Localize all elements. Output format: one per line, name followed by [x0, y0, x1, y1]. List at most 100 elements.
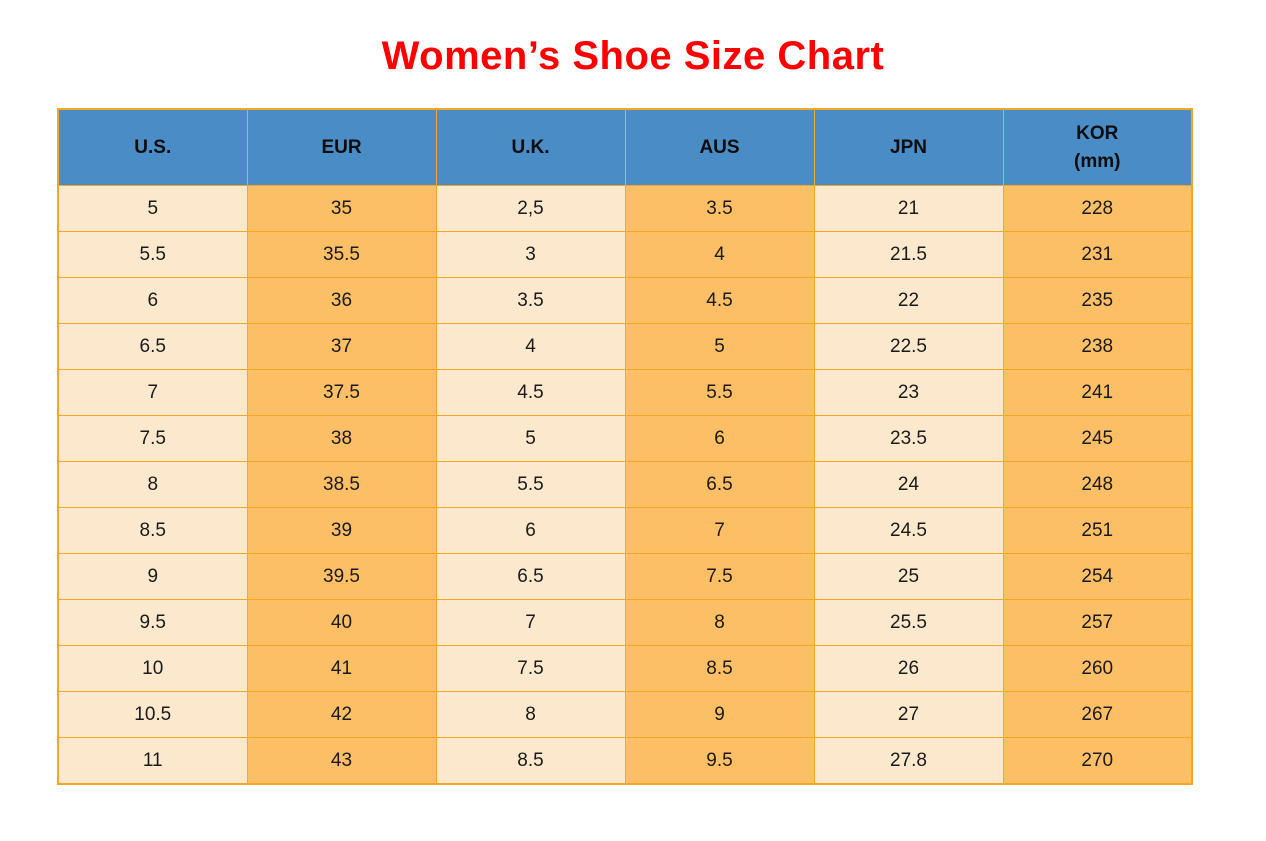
table-cell: 24.5	[813, 507, 1004, 554]
table-cell: 9	[57, 553, 248, 600]
header-cell: JPN	[813, 108, 1004, 186]
table-cell: 40	[246, 599, 437, 646]
table-cell: 270	[1002, 737, 1193, 785]
table-cell: 4.5	[435, 369, 626, 416]
header-cell: U.S.	[57, 108, 248, 186]
table-cell: 39	[246, 507, 437, 554]
table-cell: 38	[246, 415, 437, 462]
table-cell: 27.8	[813, 737, 1004, 785]
table-body: 5 35 2,5 3.5 21 228 5.5 35.5 3 4 21.5 231 6 36 3.5 4.5 2…	[57, 185, 1193, 785]
table-cell: 22.5	[813, 323, 1004, 370]
header-row: U.S. EUR U.K. AUS JPN KOR (mm)	[57, 108, 1193, 186]
table-cell: 27	[813, 691, 1004, 738]
table-cell: 24	[813, 461, 1004, 508]
table-cell: 4	[624, 231, 815, 278]
table-cell: 6.5	[57, 323, 248, 370]
table-cell: 7	[57, 369, 248, 416]
table-cell: 238	[1002, 323, 1193, 370]
table-cell: 10.5	[57, 691, 248, 738]
size-chart-table: U.S. EUR U.K. AUS JPN KOR (mm) 5 35 2,5 3.5 21 228…	[57, 108, 1193, 785]
table-cell: 37	[246, 323, 437, 370]
table-row: 8 38.5 5.5 6.5 24 248	[57, 461, 1193, 508]
table-cell: 241	[1002, 369, 1193, 416]
table-cell: 7.5	[435, 645, 626, 692]
table-cell: 10	[57, 645, 248, 692]
table-cell: 231	[1002, 231, 1193, 278]
table-cell: 23	[813, 369, 1004, 416]
table-cell: 3.5	[435, 277, 626, 324]
table-cell: 4.5	[624, 277, 815, 324]
table-cell: 7	[624, 507, 815, 554]
table-cell: 251	[1002, 507, 1193, 554]
table-cell: 21	[813, 185, 1004, 232]
table-row: 7 37.5 4.5 5.5 23 241	[57, 369, 1193, 416]
table-cell: 8.5	[57, 507, 248, 554]
header-cell: EUR	[246, 108, 437, 186]
table-cell: 254	[1002, 553, 1193, 600]
table-row: 5.5 35.5 3 4 21.5 231	[57, 231, 1193, 278]
table-cell: 245	[1002, 415, 1193, 462]
table-cell: 5.5	[57, 231, 248, 278]
table-cell: 260	[1002, 645, 1193, 692]
table-row: 10 41 7.5 8.5 26 260	[57, 645, 1193, 692]
header-cell: KOR (mm)	[1002, 108, 1193, 186]
table-cell: 38.5	[246, 461, 437, 508]
table-cell: 25	[813, 553, 1004, 600]
table-row: 7.5 38 5 6 23.5 245	[57, 415, 1193, 462]
table-cell: 6	[624, 415, 815, 462]
table-cell: 8	[57, 461, 248, 508]
table-cell: 6	[57, 277, 248, 324]
table-cell: 25.5	[813, 599, 1004, 646]
table-row: 5 35 2,5 3.5 21 228	[57, 185, 1193, 232]
table-row: 10.5 42 8 9 27 267	[57, 691, 1193, 738]
table-cell: 37.5	[246, 369, 437, 416]
table-cell: 36	[246, 277, 437, 324]
table-cell: 7.5	[57, 415, 248, 462]
table-cell: 228	[1002, 185, 1193, 232]
header-cell: U.K.	[435, 108, 626, 186]
table-row: 9 39.5 6.5 7.5 25 254	[57, 553, 1193, 600]
table-cell: 267	[1002, 691, 1193, 738]
table-cell: 8.5	[624, 645, 815, 692]
table-cell: 7.5	[624, 553, 815, 600]
table-cell: 6.5	[624, 461, 815, 508]
table-cell: 3	[435, 231, 626, 278]
table-cell: 6.5	[435, 553, 626, 600]
table-cell: 9.5	[624, 737, 815, 785]
table-cell: 3.5	[624, 185, 815, 232]
table-cell: 11	[57, 737, 248, 785]
table-row: 11 43 8.5 9.5 27.8 270	[57, 737, 1193, 785]
table-cell: 248	[1002, 461, 1193, 508]
table-cell: 5	[57, 185, 248, 232]
table-cell: 7	[435, 599, 626, 646]
table-cell: 22	[813, 277, 1004, 324]
page-title: Women’s Shoe Size Chart	[381, 34, 885, 78]
table-cell: 9	[624, 691, 815, 738]
table-cell: 21.5	[813, 231, 1004, 278]
table-cell: 5.5	[624, 369, 815, 416]
table-cell: 35.5	[246, 231, 437, 278]
table-cell: 4	[435, 323, 626, 370]
table-row: 8.5 39 6 7 24.5 251	[57, 507, 1193, 554]
table-cell: 8	[435, 691, 626, 738]
table-cell: 2,5	[435, 185, 626, 232]
table-cell: 9.5	[57, 599, 248, 646]
table-cell: 42	[246, 691, 437, 738]
table-cell: 5	[435, 415, 626, 462]
table-cell: 5	[624, 323, 815, 370]
table-cell: 257	[1002, 599, 1193, 646]
table-header: U.S. EUR U.K. AUS JPN KOR (mm)	[57, 108, 1193, 186]
table-row: 9.5 40 7 8 25.5 257	[57, 599, 1193, 646]
table-cell: 5.5	[435, 461, 626, 508]
table-cell: 8	[624, 599, 815, 646]
header-cell: AUS	[624, 108, 815, 186]
table-row: 6 36 3.5 4.5 22 235	[57, 277, 1193, 324]
table-cell: 35	[246, 185, 437, 232]
table-cell: 26	[813, 645, 1004, 692]
table-cell: 235	[1002, 277, 1193, 324]
table-cell: 23.5	[813, 415, 1004, 462]
table-cell: 6	[435, 507, 626, 554]
table-cell: 41	[246, 645, 437, 692]
table-cell: 39.5	[246, 553, 437, 600]
